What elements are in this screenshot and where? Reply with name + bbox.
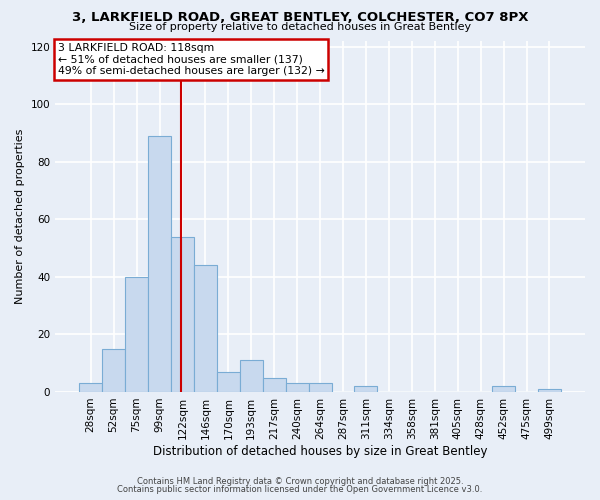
Bar xyxy=(125,277,148,392)
Y-axis label: Number of detached properties: Number of detached properties xyxy=(15,129,25,304)
Text: Size of property relative to detached houses in Great Bentley: Size of property relative to detached ho… xyxy=(129,22,471,32)
Bar xyxy=(355,386,377,392)
Bar xyxy=(286,384,308,392)
Bar xyxy=(217,372,240,392)
Bar xyxy=(263,378,286,392)
Bar xyxy=(538,389,561,392)
X-axis label: Distribution of detached houses by size in Great Bentley: Distribution of detached houses by size … xyxy=(153,444,487,458)
Bar xyxy=(79,384,102,392)
Text: 3 LARKFIELD ROAD: 118sqm
← 51% of detached houses are smaller (137)
49% of semi-: 3 LARKFIELD ROAD: 118sqm ← 51% of detach… xyxy=(58,43,325,76)
Bar xyxy=(492,386,515,392)
Bar xyxy=(194,266,217,392)
Text: Contains public sector information licensed under the Open Government Licence v3: Contains public sector information licen… xyxy=(118,485,482,494)
Bar xyxy=(308,384,332,392)
Text: Contains HM Land Registry data © Crown copyright and database right 2025.: Contains HM Land Registry data © Crown c… xyxy=(137,477,463,486)
Bar xyxy=(171,236,194,392)
Bar xyxy=(240,360,263,392)
Bar xyxy=(102,349,125,392)
Bar xyxy=(148,136,171,392)
Text: 3, LARKFIELD ROAD, GREAT BENTLEY, COLCHESTER, CO7 8PX: 3, LARKFIELD ROAD, GREAT BENTLEY, COLCHE… xyxy=(72,11,528,24)
